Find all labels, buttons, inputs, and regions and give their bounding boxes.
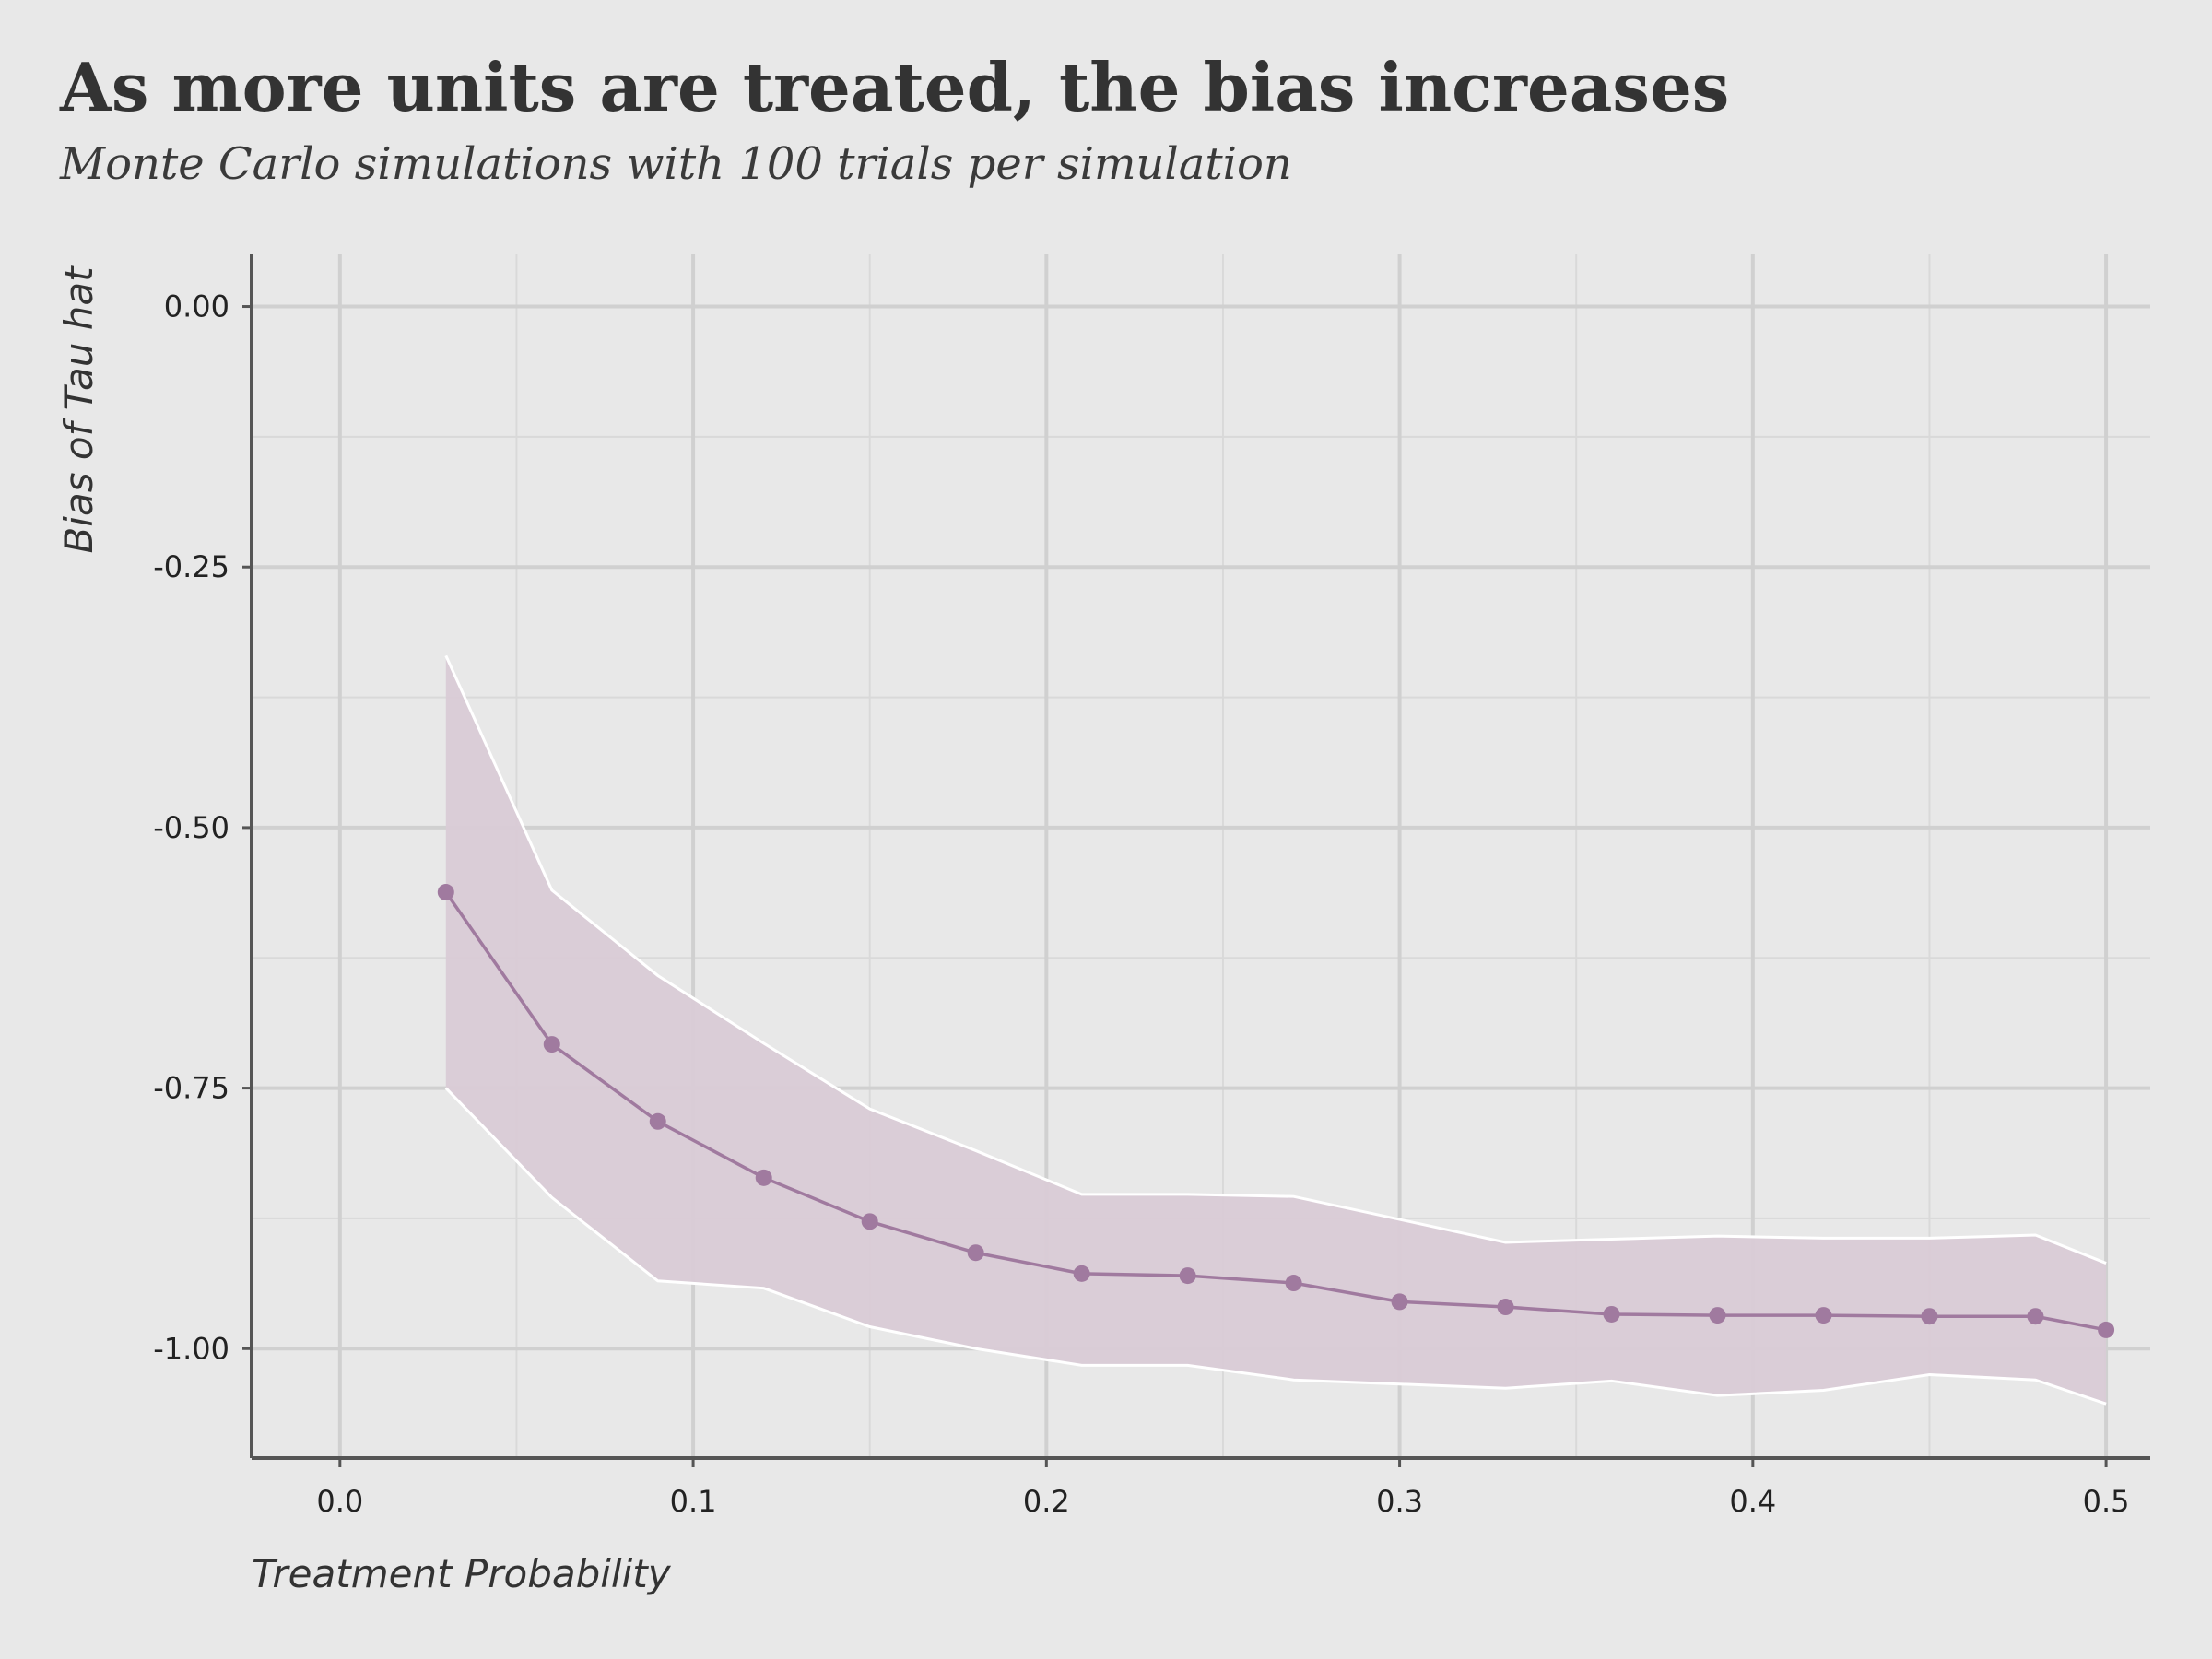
x-tick-label: 0.4 — [1729, 1484, 1776, 1519]
axes — [250, 254, 2150, 1460]
data-point — [861, 1213, 878, 1230]
x-tick-label: 0.5 — [2083, 1484, 2130, 1519]
data-point — [1603, 1305, 1620, 1323]
y-tick-label: -0.50 — [153, 810, 229, 845]
y-tick-label: 0.00 — [164, 289, 229, 324]
data-point — [1497, 1299, 1514, 1316]
x-tick-label: 0.2 — [1023, 1484, 1070, 1519]
data-point — [1073, 1265, 1090, 1282]
data-point — [1815, 1307, 1832, 1324]
chart-title: As more units are treated, the bias incr… — [59, 48, 1729, 126]
x-axis-title: Treatment Probability — [252, 1551, 672, 1596]
y-axis-ticks: 0.00 -0.25 -0.50 -0.75 -1.00 — [153, 289, 252, 1366]
data-point — [1921, 1308, 1938, 1325]
x-tick-label: 0.3 — [1376, 1484, 1423, 1519]
x-tick-label: 0.1 — [670, 1484, 717, 1519]
y-axis-title: Bias of Tau hat — [56, 265, 101, 554]
data-point — [1709, 1307, 1726, 1324]
data-point — [967, 1244, 984, 1262]
band-lower-edge — [444, 1087, 2107, 1406]
x-tick-label: 0.0 — [316, 1484, 363, 1519]
data-point — [649, 1112, 666, 1130]
chart-subtitle: Monte Carlo simulations with 100 trials … — [59, 138, 1292, 190]
y-tick-label: -1.00 — [153, 1331, 229, 1366]
y-tick-label: -0.75 — [153, 1071, 229, 1106]
data-point — [755, 1169, 772, 1186]
data-point — [2098, 1321, 2115, 1338]
data-point — [437, 884, 454, 901]
data-point — [543, 1036, 560, 1053]
data-point — [1391, 1293, 1408, 1311]
y-tick-label: -0.25 — [153, 549, 229, 584]
data-point — [2027, 1308, 2044, 1325]
data-point — [1285, 1275, 1302, 1292]
data-points — [437, 884, 2115, 1338]
x-axis-ticks: 0.0 0.1 0.2 0.3 0.4 0.5 — [316, 1458, 2130, 1519]
data-point — [1179, 1267, 1196, 1285]
band-upper-edge — [444, 654, 2107, 1265]
